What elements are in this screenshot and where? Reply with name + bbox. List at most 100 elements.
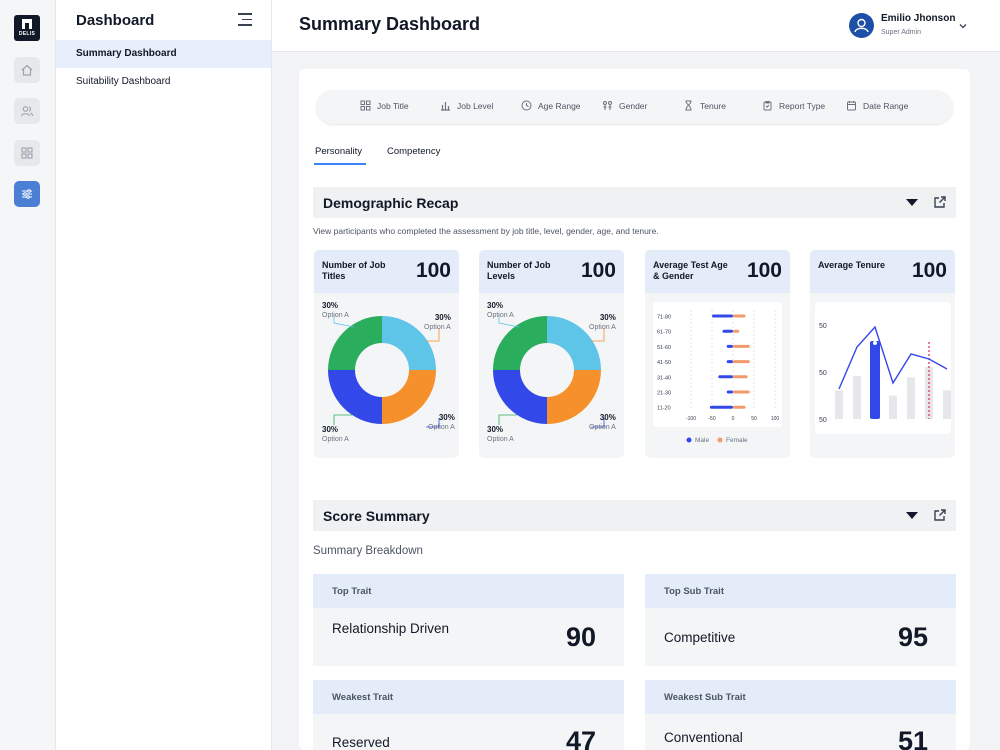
tenure-bar xyxy=(907,377,915,419)
section-title: Score Summary xyxy=(323,508,430,524)
score-name: Competitive xyxy=(664,630,736,645)
chevron-down-icon[interactable] xyxy=(958,18,968,36)
user-name[interactable]: Emilio Jhonson xyxy=(881,13,956,24)
score-label: Top Trait xyxy=(332,586,372,597)
app-logo[interactable]: DELIS xyxy=(14,15,40,41)
donut-slice xyxy=(382,370,436,424)
external-link-icon[interactable] xyxy=(933,508,947,527)
icon-rail: DELIS xyxy=(0,0,56,750)
tick-label: 71-80 xyxy=(657,315,671,321)
demographic-recap-header: Demographic Recap xyxy=(313,187,956,218)
donut-label: 30% Option A xyxy=(428,413,455,431)
donut-slice xyxy=(493,370,547,424)
stat-card-job-titles: Number of Job Titles 100 30% Option A 30%… xyxy=(314,250,459,458)
filter-job-level[interactable]: Job Level xyxy=(440,100,493,111)
score-summary-header: Score Summary xyxy=(313,500,956,531)
stat-card-age-gender: Average Test Age & Gender 100 71-80 61-70… xyxy=(645,250,790,458)
calendar-icon xyxy=(847,101,856,111)
tick-label: 11-20 xyxy=(657,406,671,412)
donut-label: 30% Option A xyxy=(487,425,514,443)
score-value: 47 xyxy=(565,726,596,750)
tenure-bar xyxy=(889,395,897,419)
tab-personality[interactable]: Personality xyxy=(315,146,362,157)
leader-line xyxy=(498,315,520,328)
bar-female xyxy=(733,314,746,318)
donut-label: 30% Option A xyxy=(589,313,616,331)
stat-card-job-levels: Number of Job Levels 100 30% Option A 30%… xyxy=(479,250,624,458)
external-link-icon[interactable] xyxy=(933,195,947,214)
home-icon[interactable] xyxy=(14,57,40,83)
user-icon xyxy=(854,18,869,33)
filter-tenure[interactable]: Tenure xyxy=(683,100,726,111)
tenure-line xyxy=(838,325,948,390)
donut-slice xyxy=(328,316,382,370)
tick-label: 41-50 xyxy=(657,360,671,366)
tick-label: 50 xyxy=(819,323,827,330)
caret-down-icon[interactable] xyxy=(906,199,918,206)
leader-line xyxy=(591,328,605,342)
score-card-top-trait: Top Trait Relationship Driven 90 xyxy=(313,574,624,666)
score-value: 51 xyxy=(897,726,928,750)
tenure-bar xyxy=(925,367,933,419)
bar-chart-icon xyxy=(441,102,450,111)
bar-highlight-dot xyxy=(873,341,877,345)
score-card-weakest-trait: Weakest Trait Reserved 47 xyxy=(313,680,624,750)
bar-female xyxy=(733,405,746,409)
nav-item-summary-dashboard[interactable]: Summary Dashboard xyxy=(56,40,271,68)
caret-down-icon[interactable] xyxy=(906,512,918,519)
leader-line xyxy=(333,414,352,425)
tick-label: 51-60 xyxy=(657,345,671,351)
users-icon[interactable] xyxy=(14,98,40,124)
hourglass-icon xyxy=(685,100,692,111)
age-gender-chart: 71-80 61-70 51-60 41-50 31-40 21-30 11-20 -100 -… xyxy=(657,310,780,422)
score-name: Relationship Driven xyxy=(332,621,450,636)
bar-male xyxy=(709,405,733,409)
grid-icon[interactable] xyxy=(14,140,40,166)
sliders-icon[interactable] xyxy=(14,181,40,207)
leader-line xyxy=(426,418,440,428)
side-navigation: Dashboard Summary Dashboard Suitability … xyxy=(56,0,272,750)
tenure-bar xyxy=(853,376,861,419)
filter-job-title[interactable]: Job Title xyxy=(360,100,409,111)
menu-collapse-icon[interactable] xyxy=(236,13,252,27)
stat-label: Number of Job Titles xyxy=(322,260,386,281)
top-bar: Summary Dashboard Emilio Jhonson Super A… xyxy=(272,0,1000,52)
bar-male xyxy=(726,390,733,394)
filter-gender[interactable]: Gender xyxy=(602,100,647,111)
donut-label: 30% Option A xyxy=(322,425,349,443)
score-name: Reserved xyxy=(332,735,390,750)
donut-label: 30% Option A xyxy=(322,301,349,319)
leader-line xyxy=(591,418,605,428)
filter-date-range[interactable]: Date Range xyxy=(846,100,908,111)
filter-age-range[interactable]: Age Range xyxy=(521,100,581,111)
tenure-chart: 50 50 50 xyxy=(819,323,951,424)
gender-icon xyxy=(603,101,612,110)
leader-line xyxy=(333,315,355,328)
tenure-bar xyxy=(870,341,880,419)
leader-line xyxy=(426,328,440,342)
stat-value: 100 xyxy=(415,259,451,282)
donut-label: 30% Option A xyxy=(589,413,616,431)
page-title: Summary Dashboard xyxy=(299,14,481,34)
tick-label: -100 xyxy=(686,416,696,422)
nav-item-suitability-dashboard[interactable]: Suitability Dashboard xyxy=(76,76,171,87)
leader-line xyxy=(498,414,517,425)
stat-value: 100 xyxy=(911,259,947,282)
donut-slice xyxy=(547,316,601,370)
grid-icon xyxy=(360,100,371,111)
avatar[interactable] xyxy=(849,13,874,38)
stat-label: Average Test Age & Gender xyxy=(653,260,728,281)
clipboard-icon xyxy=(763,101,772,111)
donut-slice xyxy=(328,370,382,424)
donut-chart xyxy=(328,315,440,428)
bar-female xyxy=(733,344,750,348)
score-label: Top Sub Trait xyxy=(664,586,724,597)
donut-slice xyxy=(382,316,436,370)
legend-label: Female xyxy=(726,437,748,444)
filter-report-type[interactable]: Report Type xyxy=(762,100,825,111)
user-role: Super Admin xyxy=(881,29,922,36)
tick-label: 100 xyxy=(771,416,780,422)
donut-slice xyxy=(493,316,547,370)
donut-label: 30% Option A xyxy=(487,301,514,319)
tab-competency[interactable]: Competency xyxy=(387,146,441,157)
